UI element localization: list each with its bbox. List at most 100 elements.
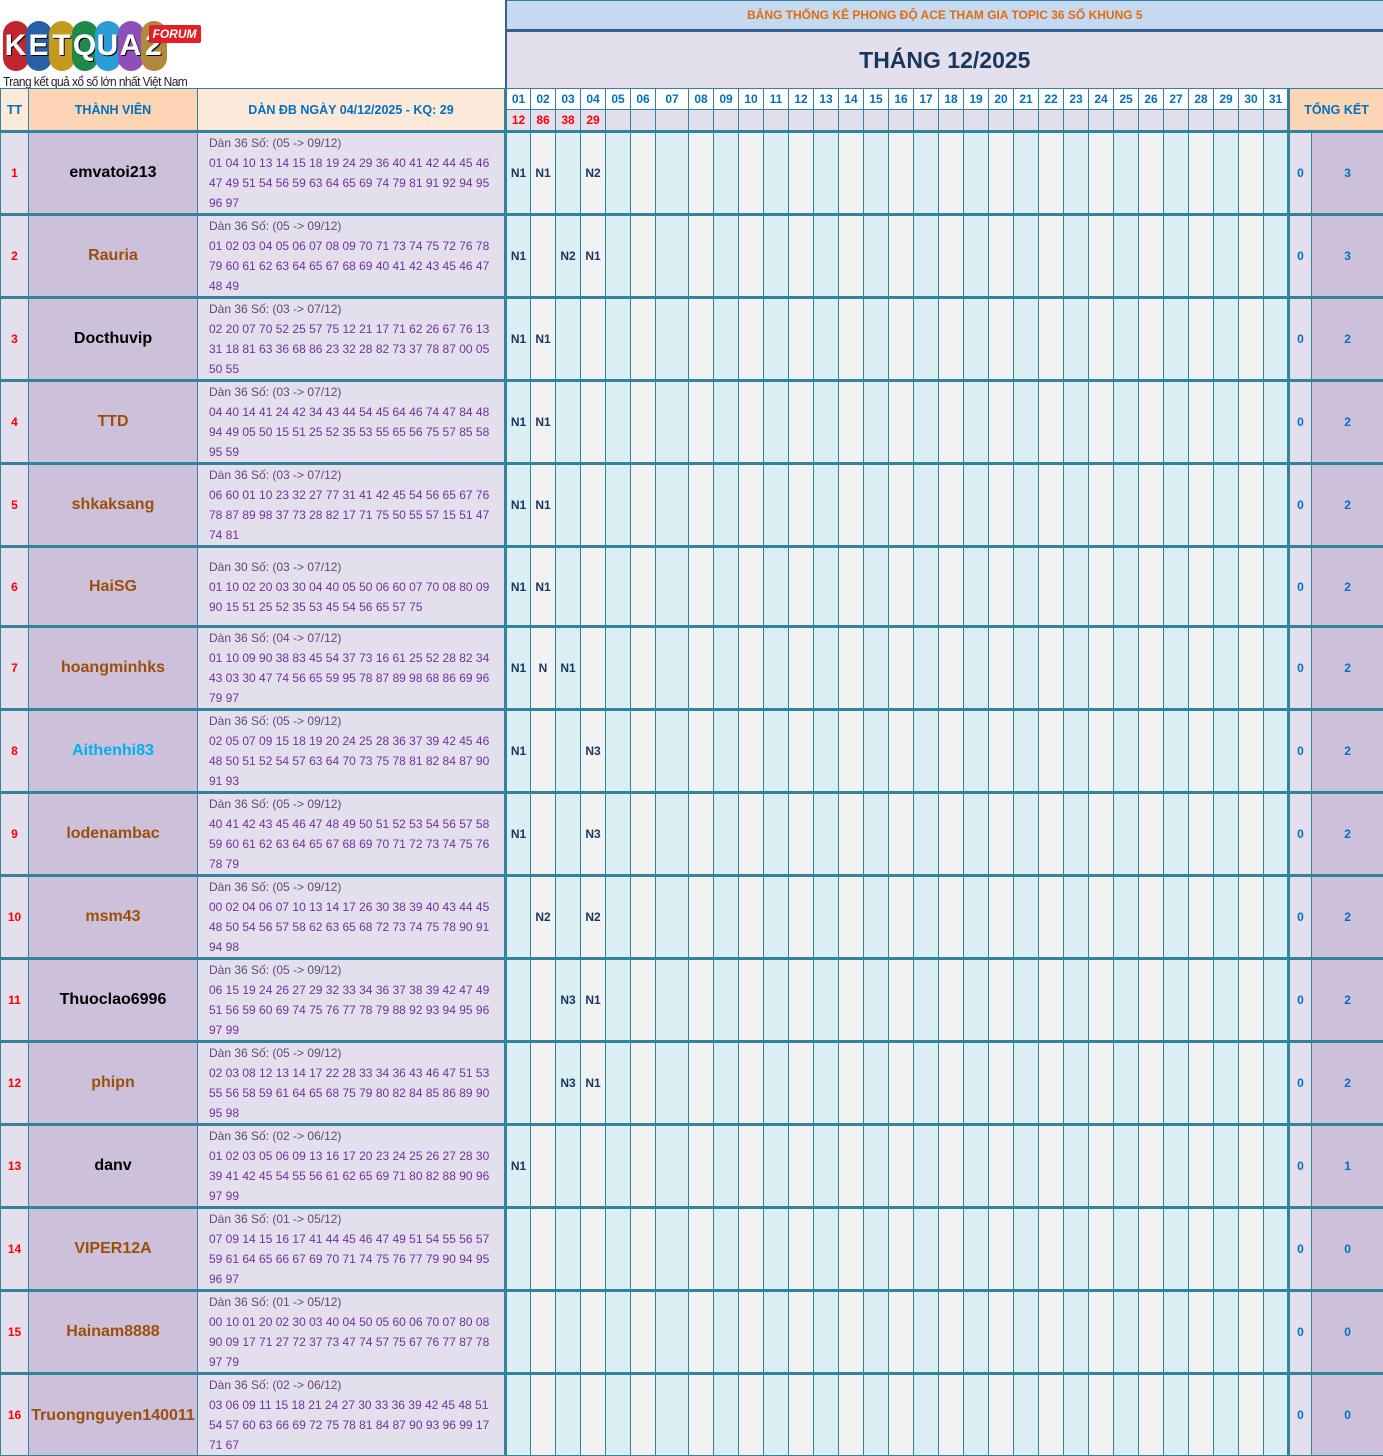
day-header: 05 (606, 89, 631, 110)
day-header: 21 (1014, 89, 1039, 110)
day-cell (1089, 710, 1114, 793)
member-name[interactable]: HaiSG (29, 547, 198, 627)
day-cell (1264, 1291, 1289, 1374)
day-cell (1239, 547, 1264, 627)
header-dan: DÀN ĐB NGÀY 04/12/2025 - KQ: 29 (198, 89, 506, 132)
day-cell (1089, 1042, 1114, 1125)
day-header: 02 (531, 89, 556, 110)
member-name[interactable]: TTD (29, 381, 198, 464)
total-count: 0 (1312, 1374, 1383, 1456)
day-cell (1164, 1374, 1189, 1456)
day-cell (864, 1291, 889, 1374)
day-cell (1264, 1208, 1289, 1291)
result-cell (1239, 110, 1264, 132)
day-cell (814, 464, 839, 547)
day-cell (789, 627, 814, 710)
dan-numbers-line: 02 05 07 09 15 18 19 20 24 25 28 36 37 3… (209, 731, 504, 751)
day-cell (1089, 132, 1114, 215)
day-cell (606, 132, 631, 215)
result-cell: 12 (506, 110, 531, 132)
day-cell (839, 1125, 864, 1208)
dan-numbers-line: 97 99 (209, 1020, 504, 1040)
dan-numbers-line: 40 41 42 43 45 46 47 48 49 50 51 52 53 5… (209, 814, 504, 834)
member-name[interactable]: VIPER12A (29, 1208, 198, 1291)
total-count: 2 (1312, 1042, 1383, 1125)
member-name[interactable]: emvatoi213 (29, 132, 198, 215)
member-name[interactable]: hoangminhks (29, 627, 198, 710)
member-name[interactable]: Hainam8888 (29, 1291, 198, 1374)
day-cell (1164, 1291, 1189, 1374)
total-count: 0 (1312, 1291, 1383, 1374)
dan-cell: Dàn 36 Số: (05 -> 09/12)02 05 07 09 15 1… (198, 710, 506, 793)
row-number: 12 (1, 1042, 29, 1125)
day-cell (1139, 627, 1164, 710)
day-cell (939, 959, 964, 1042)
day-cell (814, 959, 839, 1042)
day-cell (864, 876, 889, 959)
day-cell (1264, 381, 1289, 464)
total-count: 2 (1312, 876, 1383, 959)
day-cell (1089, 464, 1114, 547)
result-cell (1139, 110, 1164, 132)
day-cell (1164, 547, 1189, 627)
day-cell (656, 464, 689, 547)
dan-cell: Dàn 36 Số: (04 -> 07/12)01 10 09 90 38 8… (198, 627, 506, 710)
day-cell (864, 1208, 889, 1291)
day-cell (714, 793, 739, 876)
day-cell: N1 (506, 215, 531, 298)
day-cell: N2 (556, 215, 581, 298)
day-cell (1114, 876, 1139, 959)
day-cell (939, 547, 964, 627)
member-name[interactable]: Rauria (29, 215, 198, 298)
day-cell (914, 1208, 939, 1291)
day-cell (606, 215, 631, 298)
result-cell (1039, 110, 1064, 132)
day-cell (789, 1291, 814, 1374)
member-name[interactable]: Thuoclao6996 (29, 959, 198, 1042)
day-cell (1139, 1208, 1164, 1291)
total-count: 1 (1312, 1125, 1383, 1208)
day-cell (556, 464, 581, 547)
day-cell (889, 876, 914, 959)
day-cell (1039, 793, 1064, 876)
member-name[interactable]: danv (29, 1125, 198, 1208)
result-cell (914, 110, 939, 132)
logo-tagline: Trang kết quả xổ số lớn nhất Việt Nam (3, 74, 187, 89)
day-cell (839, 1208, 864, 1291)
member-name[interactable]: Truongnguyen140011 (29, 1374, 198, 1456)
member-name[interactable]: Docthuvip (29, 298, 198, 381)
dan-numbers-line: 48 50 51 52 54 57 63 64 70 73 75 78 81 8… (209, 751, 504, 771)
day-cell (739, 1125, 764, 1208)
day-cell (631, 1208, 656, 1291)
dan-numbers-line: 02 20 07 70 52 25 57 75 12 21 17 71 62 2… (209, 319, 504, 339)
day-cell (789, 132, 814, 215)
dan-numbers-line: 59 60 61 62 63 64 65 67 68 69 70 71 72 7… (209, 834, 504, 854)
day-cell (1189, 1042, 1214, 1125)
member-name[interactable]: lodenambac (29, 793, 198, 876)
zero-count: 0 (1289, 298, 1312, 381)
result-cell (1214, 110, 1239, 132)
day-cell (631, 132, 656, 215)
member-name[interactable]: msm43 (29, 876, 198, 959)
result-cell (939, 110, 964, 132)
member-name[interactable]: shkaksang (29, 464, 198, 547)
day-cell (864, 710, 889, 793)
day-cell (1114, 1125, 1139, 1208)
day-cell (689, 627, 714, 710)
member-name[interactable]: phipn (29, 1042, 198, 1125)
member-name[interactable]: Aithenhi83 (29, 710, 198, 793)
day-cell (1164, 1125, 1189, 1208)
day-header: 06 (631, 89, 656, 110)
logo-letter: A (118, 21, 144, 71)
day-cell (864, 793, 889, 876)
zero-count: 0 (1289, 132, 1312, 215)
day-cell: N3 (556, 1042, 581, 1125)
day-cell (1164, 381, 1189, 464)
day-cell (964, 215, 989, 298)
day-cell (1039, 464, 1064, 547)
day-cell (1264, 959, 1289, 1042)
